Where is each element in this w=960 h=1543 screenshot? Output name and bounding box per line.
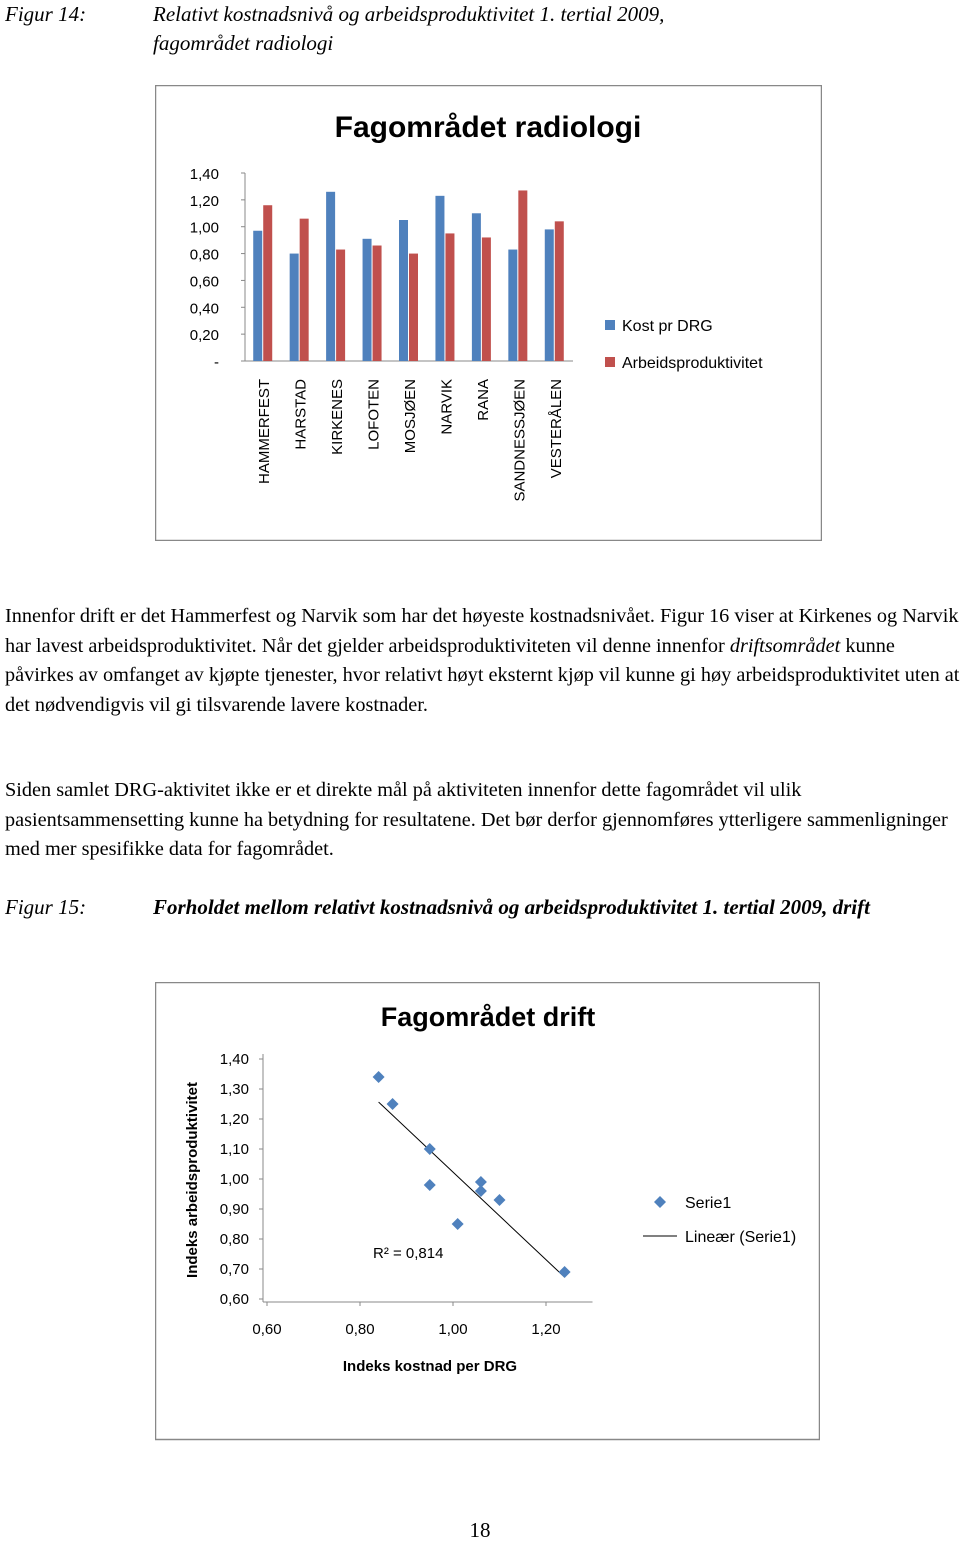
x-tick-label: LOFOTEN	[366, 379, 383, 450]
figure-label: Figur 15:	[5, 895, 87, 919]
y-tick-label: 0,60	[190, 273, 219, 290]
bar	[336, 249, 346, 361]
bar	[445, 233, 455, 361]
page-number: 18	[469, 1518, 491, 1542]
bar	[481, 237, 491, 361]
text: kunne påvirkes av omfanget av kjøpte tje…	[5, 634, 960, 716]
point	[372, 1071, 385, 1083]
point	[474, 1185, 487, 1197]
y-tick-label: 0,20	[190, 327, 219, 344]
legend-label: Serie1	[685, 1195, 731, 1212]
chart: Fagområdet drift 0,60 0,70 0,80 0,90 1,00 1,10…	[155, 982, 820, 1441]
chart: Fagområdet radiologi - 0,20 0,40 0,60 0,80 1,0…	[155, 85, 822, 541]
y-tick-label: 0,60	[220, 1291, 249, 1308]
chart-title: Fagområdet radiologi	[335, 111, 642, 144]
x-tick-label: HARSTAD	[293, 379, 310, 450]
y-tick-label: 0,40	[190, 300, 219, 317]
y-tick-label: 1,20	[220, 1111, 249, 1128]
legend-label: Kost pr DRG	[622, 318, 713, 335]
x-tick-label: HAMMERFEST	[256, 379, 273, 484]
x-tick-label: SANDNESSJØEN	[511, 379, 528, 502]
legend-swatch	[605, 357, 615, 367]
bar	[263, 205, 273, 361]
point	[451, 1218, 464, 1230]
y-tick-label: -	[214, 354, 219, 371]
bar	[399, 220, 408, 361]
bar	[409, 253, 418, 361]
bar	[544, 229, 554, 361]
point	[386, 1098, 399, 1110]
point	[423, 1143, 436, 1155]
y-tick-label: 1,40	[220, 1051, 249, 1068]
x-axis-label: Indeks kostnad per DRG	[343, 1358, 517, 1375]
bar	[372, 245, 382, 361]
figure-label: Figur 14:	[5, 2, 87, 26]
text: Innenfor drift er det Hammerfest og Narv…	[5, 605, 959, 657]
legend-label: Arbeidsproduktivitet	[622, 355, 763, 372]
annotation: R² = 0,814	[373, 1245, 443, 1262]
x-tick-label: 0,80	[345, 1321, 374, 1338]
bar	[508, 249, 518, 361]
y-tick-label: 0,80	[220, 1231, 249, 1248]
chart-title: Fagområdet drift	[381, 1002, 596, 1032]
y-tick-label: 0,80	[190, 247, 219, 264]
point	[423, 1179, 436, 1191]
trendline	[378, 1101, 565, 1278]
legend-label: Lineær (Serie1)	[685, 1229, 796, 1246]
y-axis-label: Indeks arbeidsproduktivitet	[184, 1082, 201, 1278]
bar	[299, 218, 309, 361]
bar	[554, 221, 564, 361]
bar	[253, 230, 263, 361]
x-tick-label: KIRKENES	[329, 379, 346, 455]
x-tick-label: VESTERÅLEN	[548, 379, 565, 478]
y-tick-label: 1,10	[220, 1141, 249, 1158]
y-tick-label: 0,70	[220, 1261, 249, 1278]
point	[474, 1176, 487, 1188]
legend-swatch	[605, 320, 615, 330]
text: driftsområdet	[729, 634, 841, 657]
paragraph: Innenfor drift er det Hammerfest og Narv…	[5, 602, 960, 720]
x-tick-label: RANA	[475, 379, 492, 421]
y-tick-label: 1,30	[220, 1081, 249, 1098]
x-tick-label: NARVIK	[438, 379, 455, 435]
y-tick-label: 0,90	[220, 1201, 249, 1218]
bar	[326, 191, 336, 361]
figure-caption: Relativt kostnadsnivå og arbeidsprodukti…	[153, 2, 665, 55]
point	[558, 1266, 571, 1278]
text: Siden samlet DRG-aktivitet ikke er et di…	[5, 779, 948, 860]
bar	[518, 190, 528, 361]
x-tick-label: MOSJØEN	[402, 379, 419, 453]
y-tick-label: 1,40	[190, 166, 219, 183]
x-tick-label: 1,20	[531, 1321, 560, 1338]
bar	[435, 195, 445, 361]
figure-caption: Forholdet mellom relativt kostnadsnivå o…	[153, 895, 870, 919]
y-tick-label: 1,00	[220, 1171, 249, 1188]
frame	[155, 982, 820, 1441]
x-tick-label: 1,00	[438, 1321, 467, 1338]
paragraph: Siden samlet DRG-aktivitet ikke er et di…	[5, 776, 960, 865]
y-tick-label: 1,20	[190, 193, 219, 210]
y-tick-label: 1,00	[190, 220, 219, 237]
x-tick-label: 0,60	[252, 1321, 281, 1338]
bar	[471, 213, 481, 361]
point	[493, 1194, 506, 1206]
bar	[289, 253, 299, 361]
legend-swatch	[654, 1196, 666, 1208]
bar	[362, 238, 372, 361]
